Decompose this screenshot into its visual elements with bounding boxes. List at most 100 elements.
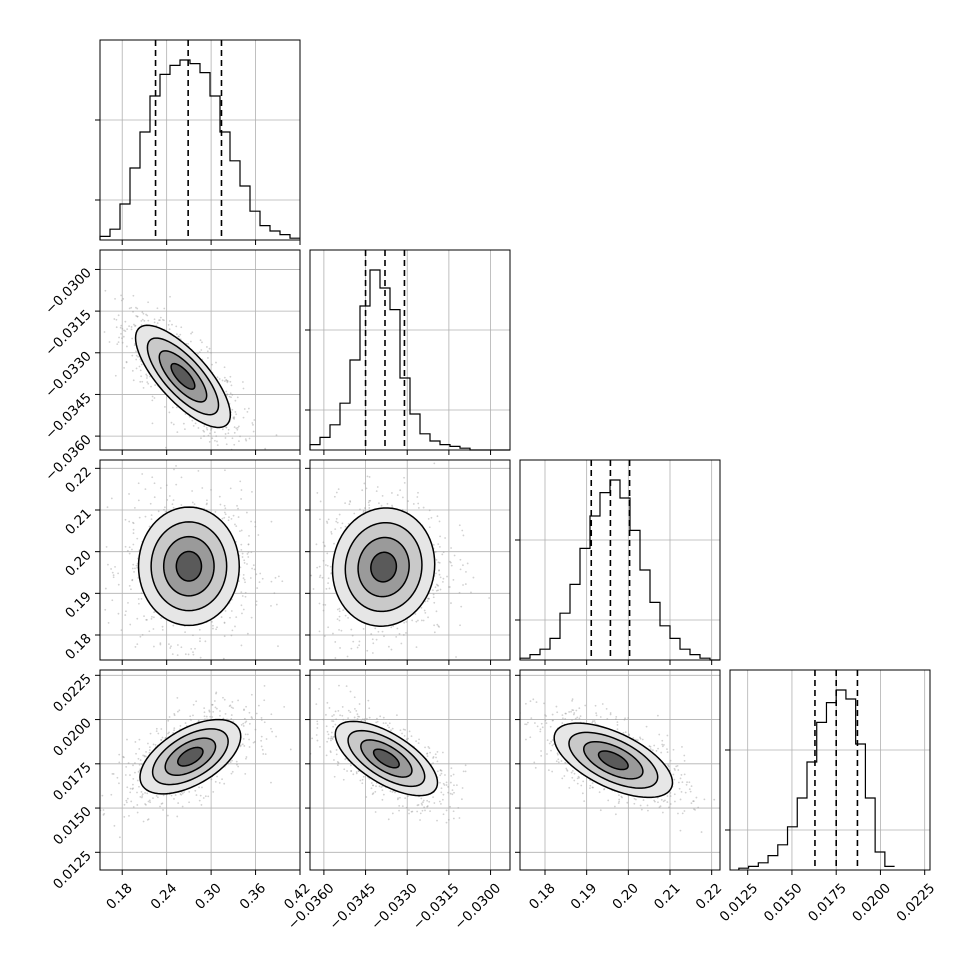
sample-point xyxy=(108,341,111,343)
sample-point xyxy=(107,563,109,566)
sample-point xyxy=(158,319,160,322)
sample-point xyxy=(234,625,236,628)
sample-point xyxy=(103,812,106,815)
sample-point xyxy=(198,628,201,631)
sample-point xyxy=(120,332,122,335)
sample-point xyxy=(323,544,326,547)
sample-point xyxy=(392,625,395,627)
sample-point xyxy=(148,749,151,751)
sample-point xyxy=(459,624,461,627)
sample-point xyxy=(321,576,324,579)
sample-point xyxy=(240,498,243,500)
sample-point xyxy=(376,717,378,720)
sample-point xyxy=(319,574,322,577)
sample-point xyxy=(439,769,442,771)
sample-point xyxy=(206,350,209,353)
sample-point xyxy=(235,525,238,528)
sample-point xyxy=(214,439,216,442)
sample-point xyxy=(435,572,437,575)
sample-point xyxy=(435,551,437,553)
sample-point xyxy=(212,710,215,713)
sample-point xyxy=(226,381,229,384)
x-tick-label: 0.0150 xyxy=(761,880,806,925)
sample-point xyxy=(242,725,245,727)
x-tick-label: 0.36 xyxy=(237,880,270,913)
sample-point xyxy=(159,487,162,489)
sample-point xyxy=(241,595,244,597)
sample-point xyxy=(441,751,444,754)
sample-point xyxy=(366,649,369,652)
sample-point xyxy=(159,643,162,646)
sample-point xyxy=(349,500,351,502)
sample-point xyxy=(131,354,134,357)
sample-point xyxy=(163,508,165,511)
sample-point xyxy=(225,394,228,397)
sample-point xyxy=(107,621,110,624)
sample-point xyxy=(435,583,438,586)
sample-point xyxy=(403,734,406,737)
sample-point xyxy=(403,621,406,624)
sample-point xyxy=(223,511,226,514)
sample-point xyxy=(120,324,123,327)
sample-point xyxy=(444,774,446,776)
sample-point xyxy=(230,384,233,387)
sample-point xyxy=(355,709,358,712)
sample-point xyxy=(131,369,134,372)
sample-point xyxy=(160,738,163,741)
sample-point xyxy=(243,745,246,747)
sample-point xyxy=(442,813,445,816)
sample-point xyxy=(372,784,374,787)
sample-point xyxy=(349,711,352,714)
sample-point xyxy=(206,346,208,348)
sample-point xyxy=(146,618,148,621)
sample-point xyxy=(159,642,162,644)
sample-point xyxy=(191,501,194,504)
sample-point xyxy=(210,426,212,429)
sample-point xyxy=(165,446,167,449)
sample-point xyxy=(146,381,149,384)
sample-point xyxy=(350,770,352,772)
sample-point xyxy=(250,716,253,718)
sample-point xyxy=(134,762,136,764)
sample-point xyxy=(178,709,181,712)
sample-point xyxy=(530,717,533,720)
sample-point xyxy=(227,519,230,522)
sample-point xyxy=(134,646,137,648)
sample-point xyxy=(124,330,127,332)
sample-point xyxy=(367,501,370,504)
sample-point xyxy=(688,781,691,784)
sample-point xyxy=(358,715,361,718)
sample-point xyxy=(443,784,446,786)
sample-point xyxy=(105,545,108,548)
sample-point xyxy=(179,333,182,336)
sample-point xyxy=(248,711,251,714)
sample-point xyxy=(209,715,212,718)
sample-point xyxy=(358,703,361,705)
sample-point xyxy=(126,328,129,331)
sample-point xyxy=(133,344,136,347)
sample-point xyxy=(136,307,139,310)
sample-point xyxy=(132,532,135,535)
sample-point xyxy=(225,443,228,446)
sample-point xyxy=(139,795,142,798)
sample-point xyxy=(128,307,131,310)
sample-point xyxy=(305,514,307,516)
sample-point xyxy=(159,316,162,319)
sample-point xyxy=(207,795,210,798)
sample-point xyxy=(187,342,189,345)
sample-point xyxy=(231,759,233,762)
sample-point xyxy=(172,624,175,627)
sample-point xyxy=(462,584,464,586)
sample-point xyxy=(211,703,214,706)
sample-point xyxy=(114,374,117,377)
sample-point xyxy=(304,738,306,740)
sample-point xyxy=(455,656,457,658)
sample-point xyxy=(207,357,209,359)
y-tick-label: 0.0150 xyxy=(50,804,95,849)
sample-point xyxy=(208,347,211,350)
sample-point xyxy=(144,792,146,794)
sample-point xyxy=(96,301,98,303)
sample-point xyxy=(275,603,278,606)
sample-point xyxy=(210,351,212,354)
sample-point xyxy=(141,633,144,636)
